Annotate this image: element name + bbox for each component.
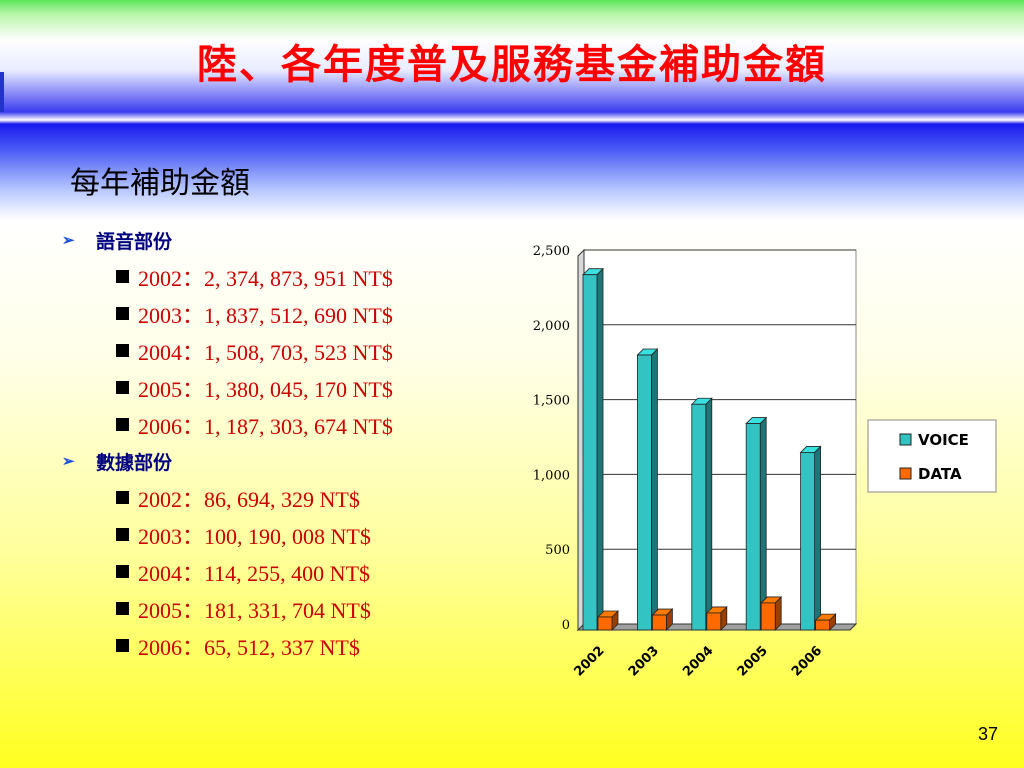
bar-data — [760, 602, 776, 631]
list-item: 2003：1, 837, 512, 690 NT$ — [62, 295, 393, 332]
x-tick-label: 2005 — [735, 643, 771, 679]
x-tick-label: 2003 — [626, 643, 662, 679]
y-tick-label: 1,000 — [533, 468, 570, 483]
bar-voice — [691, 403, 707, 631]
bar-voice — [637, 354, 652, 631]
list-item: 2004：1, 508, 703, 523 NT$ — [62, 332, 393, 369]
list-item-text: 2003：1, 837, 512, 690 NT$ — [138, 302, 393, 328]
list-item-text: 2006：1, 187, 303, 674 NT$ — [138, 413, 393, 439]
bar-side-voice — [705, 397, 713, 631]
list-item: 2005：1, 380, 045, 170 NT$ — [62, 369, 393, 406]
bar-side-voice — [651, 348, 658, 631]
legend-swatch-data — [899, 467, 912, 480]
section-data-heading: ➢ 數據部份 — [62, 443, 393, 479]
square-bullet-icon — [116, 344, 129, 357]
square-bullet-icon — [116, 381, 129, 394]
slide-subtitle: 每年補助金額 — [70, 166, 250, 201]
square-bullet-icon — [116, 639, 129, 652]
slide-title: 陸、各年度普及服務基金補助金額 — [197, 41, 827, 88]
page-number: 37 — [977, 724, 998, 744]
list-item-text: 2006：65, 512, 337 NT$ — [138, 634, 360, 660]
bar-data — [597, 616, 613, 631]
square-bullet-icon — [116, 307, 129, 320]
list-item-text: 2002：86, 694, 329 NT$ — [138, 486, 360, 512]
list-item: 2002：86, 694, 329 NT$ — [62, 479, 393, 516]
list-item: 2005：181, 331, 704 NT$ — [62, 590, 393, 627]
arrow-bullet-icon: ➢ — [62, 231, 75, 249]
bar-side-voice — [759, 416, 767, 631]
legend-label-voice: VOICE — [918, 431, 969, 449]
list-item-text: 2004：1, 508, 703, 523 NT$ — [138, 339, 393, 365]
legend-label-data: DATA — [918, 465, 962, 483]
square-bullet-icon — [116, 528, 129, 541]
list-item-text: 2003：100, 190, 008 NT$ — [138, 523, 371, 549]
list-item-text: 2002：2, 374, 873, 951 NT$ — [138, 265, 393, 291]
bar-side-voice — [596, 267, 604, 631]
y-tick-label: 1,500 — [533, 394, 570, 409]
chart-legend — [867, 419, 997, 493]
square-bullet-icon — [116, 602, 129, 615]
section-voice-heading: ➢ 語音部份 — [62, 222, 393, 258]
square-bullet-icon — [116, 270, 129, 283]
list-item-text: 2005：1, 380, 045, 170 NT$ — [138, 376, 393, 402]
bar-voice — [800, 452, 815, 631]
legend-swatch-voice — [899, 433, 912, 446]
y-tick-label: 2,500 — [533, 244, 570, 259]
square-bullet-icon — [116, 418, 129, 431]
y-tick-label: 2,000 — [533, 319, 570, 334]
list-item-text: 2005：181, 331, 704 NT$ — [138, 597, 371, 623]
list-item: 2004：114, 255, 400 NT$ — [62, 553, 393, 590]
list-item: 2002：2, 374, 873, 951 NT$ — [62, 258, 393, 295]
x-tick-label: 2002 — [571, 643, 607, 679]
y-tick-label: 500 — [545, 543, 570, 558]
bar-data — [706, 612, 722, 631]
list-item-text: 2004：114, 255, 400 NT$ — [138, 560, 371, 586]
square-bullet-icon — [116, 565, 129, 578]
bar-side-voice — [814, 445, 821, 631]
square-bullet-icon — [116, 491, 129, 504]
y-tick-label: 0 — [562, 618, 570, 633]
list-item: 2006：1, 187, 303, 674 NT$ — [62, 406, 393, 443]
section-heading-label: 數據部份 — [96, 451, 173, 474]
section-heading-label: 語音部份 — [96, 230, 173, 253]
list-item: 2003：100, 190, 008 NT$ — [62, 516, 393, 553]
x-tick-label: 2006 — [789, 643, 825, 679]
arrow-bullet-icon: ➢ — [62, 452, 75, 470]
bar-data — [652, 614, 667, 631]
x-tick-label: 2004 — [680, 643, 716, 679]
left-accent-tab — [0, 72, 4, 112]
bar-voice — [582, 274, 598, 631]
bar-voice — [745, 423, 761, 631]
amount-list: ➢ 語音部份 2002：2, 374, 873, 951 NT$ 2003：1,… — [62, 222, 393, 664]
bar-data — [815, 619, 830, 631]
list-item: 2006：65, 512, 337 NT$ — [62, 627, 393, 664]
